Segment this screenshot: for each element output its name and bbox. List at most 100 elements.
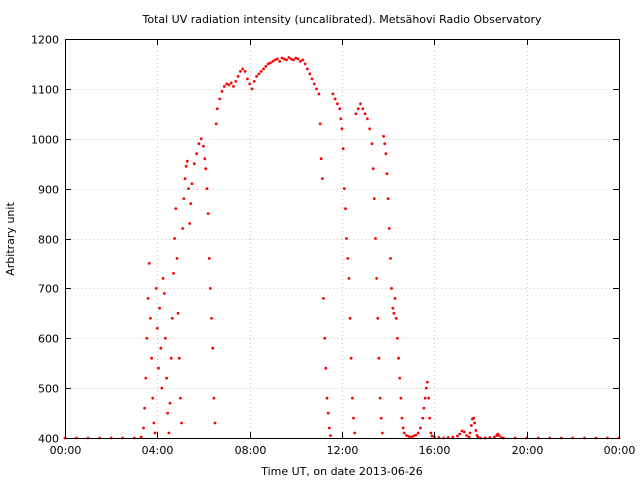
data-point bbox=[351, 396, 354, 400]
data-point bbox=[278, 60, 282, 63]
data-point bbox=[173, 237, 177, 240]
data-point bbox=[170, 316, 174, 320]
data-point bbox=[414, 433, 418, 437]
data-point bbox=[167, 431, 171, 435]
data-point bbox=[468, 431, 472, 435]
x-tick-label: 00:00 bbox=[604, 444, 636, 457]
data-point bbox=[144, 376, 148, 380]
data-point bbox=[381, 431, 384, 435]
data-point bbox=[227, 83, 231, 87]
data-point bbox=[391, 306, 395, 310]
data-point bbox=[384, 152, 388, 156]
data-point bbox=[269, 61, 272, 65]
y-axis-label: Arbitrary unit bbox=[4, 202, 17, 276]
data-point bbox=[266, 62, 270, 66]
data-point bbox=[168, 401, 172, 405]
data-point bbox=[218, 97, 222, 101]
data-point bbox=[294, 56, 298, 60]
data-point bbox=[412, 434, 415, 438]
data-point bbox=[164, 336, 167, 340]
data-point bbox=[310, 77, 314, 81]
data-point bbox=[154, 287, 158, 290]
data-point bbox=[225, 82, 229, 86]
data-point bbox=[376, 316, 380, 320]
data-point bbox=[407, 435, 411, 438]
data-point bbox=[149, 316, 152, 320]
data-point bbox=[458, 432, 462, 436]
data-point bbox=[152, 421, 156, 425]
data-point bbox=[451, 435, 455, 439]
data-point bbox=[229, 81, 233, 85]
data-point bbox=[472, 416, 475, 420]
data-point bbox=[183, 177, 187, 181]
data-point bbox=[175, 257, 179, 260]
data-point bbox=[187, 187, 190, 191]
data-point bbox=[280, 56, 284, 60]
data-point bbox=[204, 167, 208, 171]
data-point bbox=[323, 336, 327, 340]
data-point bbox=[317, 92, 321, 96]
data-point bbox=[287, 56, 291, 59]
data-point bbox=[429, 431, 433, 435]
data-point bbox=[190, 182, 194, 186]
data-point bbox=[467, 435, 471, 439]
data-point bbox=[366, 117, 369, 121]
data-point bbox=[326, 411, 330, 415]
data-point bbox=[473, 421, 477, 425]
data-point bbox=[352, 416, 355, 420]
y-tick-label: 700 bbox=[38, 283, 59, 296]
data-point bbox=[348, 316, 352, 320]
data-point bbox=[427, 396, 430, 400]
data-point bbox=[212, 396, 216, 400]
data-point bbox=[398, 376, 402, 380]
data-point bbox=[146, 297, 150, 300]
x-tick-label: 12:00 bbox=[327, 444, 359, 457]
data-point bbox=[209, 287, 212, 290]
data-point bbox=[322, 297, 325, 300]
data-point bbox=[139, 435, 143, 439]
data-point bbox=[176, 311, 180, 315]
data-point bbox=[303, 62, 307, 66]
data-point bbox=[147, 262, 151, 265]
data-point bbox=[241, 67, 245, 71]
data-point bbox=[232, 85, 235, 88]
data-point bbox=[179, 396, 182, 400]
data-point bbox=[349, 356, 353, 360]
data-point bbox=[202, 144, 205, 148]
data-point bbox=[344, 207, 347, 211]
data-point bbox=[361, 107, 365, 111]
data-point bbox=[165, 376, 169, 380]
data-point bbox=[422, 406, 426, 410]
data-point bbox=[255, 75, 258, 78]
data-point bbox=[339, 117, 343, 121]
data-point bbox=[401, 426, 405, 430]
data-point bbox=[158, 306, 162, 310]
data-point bbox=[177, 356, 181, 360]
data-point bbox=[234, 80, 238, 83]
data-point bbox=[174, 207, 178, 211]
data-point bbox=[460, 429, 464, 433]
data-point bbox=[346, 257, 350, 260]
data-point bbox=[315, 87, 318, 91]
data-point bbox=[393, 297, 397, 300]
data-point bbox=[456, 434, 459, 438]
data-point bbox=[327, 426, 331, 430]
data-point bbox=[370, 142, 374, 146]
y-tick-label: 600 bbox=[38, 333, 59, 346]
data-point bbox=[419, 426, 422, 430]
data-point bbox=[262, 67, 265, 71]
data-point bbox=[371, 167, 375, 171]
data-point bbox=[243, 70, 247, 73]
data-point bbox=[210, 316, 214, 320]
data-point bbox=[188, 222, 192, 225]
data-point bbox=[220, 90, 224, 93]
y-tick-label: 900 bbox=[38, 184, 59, 197]
data-point bbox=[377, 356, 381, 360]
data-point bbox=[182, 197, 186, 201]
data-point bbox=[378, 396, 382, 400]
data-point bbox=[338, 107, 342, 111]
data-point bbox=[379, 416, 383, 420]
data-point bbox=[405, 434, 408, 437]
data-point bbox=[282, 57, 286, 61]
